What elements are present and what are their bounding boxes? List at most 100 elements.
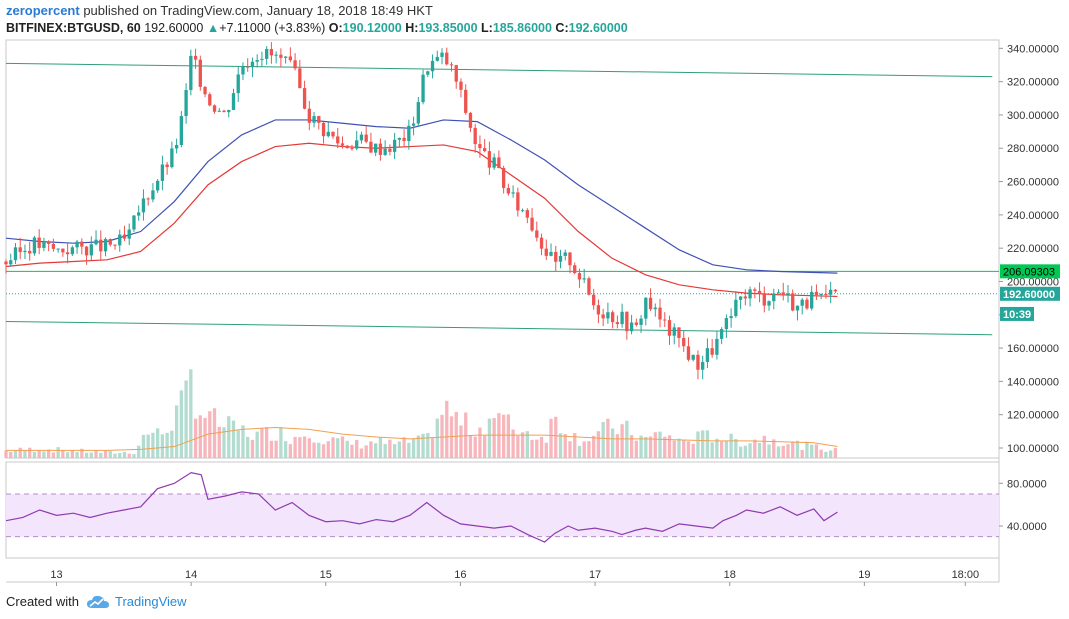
volume-bar [160, 434, 165, 458]
ema-fast-line [5, 142, 838, 298]
volume-bar [833, 447, 838, 458]
volume-bar [620, 424, 624, 458]
candle-body [241, 66, 245, 75]
candle-body [18, 247, 22, 253]
created-with-text: Created with [6, 594, 79, 609]
volume-bar [13, 450, 18, 458]
candle-body [312, 116, 316, 123]
candle-body [639, 318, 643, 325]
volume-bar [208, 411, 212, 458]
volume-bar [174, 405, 179, 458]
candle-body [222, 110, 226, 113]
volume-bar [814, 444, 819, 458]
volume-bar [492, 418, 496, 458]
candle-body [558, 255, 563, 262]
candle-body [800, 299, 804, 306]
volume-bar [786, 444, 790, 458]
volume-bar [307, 438, 311, 458]
candle-body [577, 273, 582, 280]
volume-bar [454, 411, 458, 458]
time-tick-label: 16 [454, 569, 466, 581]
volume-bar [146, 434, 150, 458]
candle-body [738, 296, 743, 300]
volume-bar [369, 441, 373, 458]
candle-body [307, 108, 311, 123]
volume-bar [151, 432, 155, 458]
candle-body [94, 239, 98, 245]
volume-bar [506, 414, 511, 458]
volume-bar [459, 425, 463, 458]
volume-bar [388, 439, 392, 458]
volume-bar [426, 433, 430, 458]
volume-bar [336, 438, 340, 458]
author-name[interactable]: zeropercent [6, 3, 80, 18]
volume-bar [113, 453, 117, 458]
brand-link[interactable]: TradingView [114, 594, 187, 609]
volume-bar [378, 437, 383, 458]
candle-body [208, 94, 212, 106]
volume-bar [520, 432, 525, 458]
candle-body [236, 74, 240, 94]
candle-body [672, 327, 676, 336]
volume-bar [108, 451, 112, 458]
candle-body [84, 246, 89, 256]
cloud-logo-icon [86, 595, 109, 608]
candle-body [473, 127, 477, 145]
candle-body [634, 322, 638, 325]
candle-body [686, 346, 691, 360]
candle-body [89, 244, 93, 256]
volume-bar [37, 450, 41, 458]
published-text: published on TradingView.com, January 18… [83, 3, 433, 18]
close-label: C: [555, 21, 569, 35]
volume-bar [246, 436, 250, 458]
candle-body [454, 65, 458, 82]
volume-bar [691, 443, 695, 458]
candle-body [791, 293, 795, 311]
candle-body [530, 217, 534, 231]
candle-body [364, 134, 368, 142]
candle-body [141, 198, 146, 213]
volume-bar [203, 417, 207, 458]
volume-bar [828, 450, 833, 458]
volume-bar [99, 452, 103, 458]
symbol-label: BITFINEX:BTGUSD, 60 [6, 21, 141, 35]
candle-body [160, 164, 165, 181]
volume-bar [28, 447, 32, 458]
candle-body [606, 312, 610, 319]
volume-bar [312, 442, 316, 458]
volume-bar [772, 439, 776, 458]
volume-bar [445, 400, 449, 458]
candle-body [212, 105, 217, 112]
high-label: H: [405, 21, 419, 35]
volume-bar [824, 451, 828, 458]
price-tick-label: 100.00000 [1007, 443, 1059, 455]
volume-bar [672, 440, 676, 458]
candle-body [667, 320, 672, 336]
price-tick-label: 120.00000 [1007, 410, 1059, 422]
volume-bar [663, 436, 667, 458]
candle-body [331, 131, 335, 137]
volume-bar [715, 438, 719, 458]
volume-bar [4, 450, 8, 458]
candle-body [682, 337, 686, 347]
candle-body [819, 293, 823, 295]
candle-body [810, 291, 814, 309]
volume-bar [51, 452, 56, 458]
candle-body [435, 56, 439, 61]
candle-body [65, 252, 70, 255]
candle-body [824, 293, 828, 295]
volume-bar [449, 416, 454, 458]
candle-body [776, 292, 781, 294]
volume-bar [435, 418, 439, 458]
change-value: +7.11000 (+3.83%) [219, 21, 326, 35]
candle-body [293, 60, 297, 69]
candle-body [601, 314, 605, 319]
price-marker-label: 206.09303 [1003, 266, 1055, 278]
volume-bar [359, 448, 364, 458]
candle-body [302, 88, 307, 109]
time-tick-label: 15 [320, 569, 332, 581]
volume-bar [118, 452, 122, 458]
candle-body [440, 52, 444, 57]
volume-bar [582, 441, 586, 458]
